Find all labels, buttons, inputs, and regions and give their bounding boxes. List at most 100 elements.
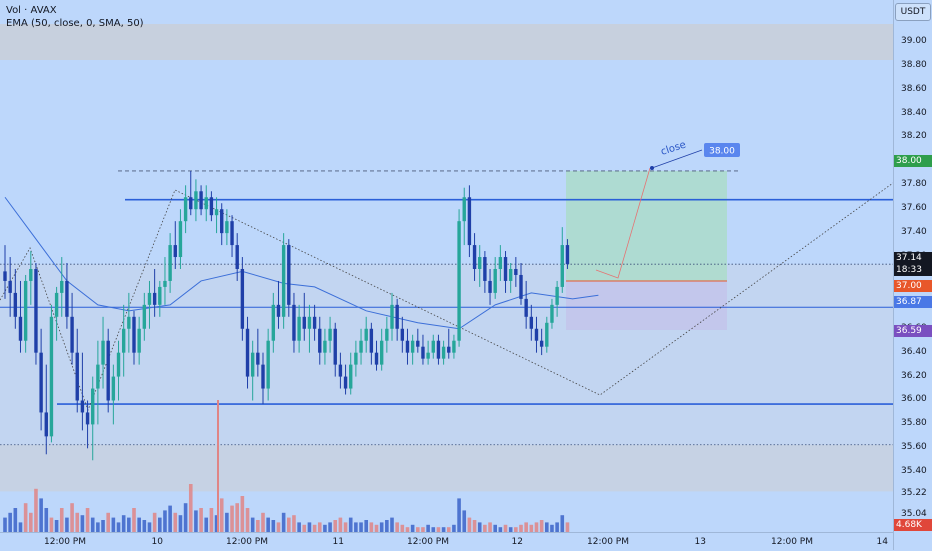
candle-body: [281, 245, 286, 317]
price-tick: 35.40: [901, 466, 927, 477]
volume-bar: [75, 512, 80, 532]
candle-body: [416, 340, 420, 347]
volume-bar: [483, 524, 487, 532]
candle-body: [312, 316, 317, 329]
candle-body: [44, 412, 48, 437]
time-axis[interactable]: 12:00 PM 10 12:00 PM 11 12:00 PM 12 12:00 PM 13…: [0, 532, 893, 551]
volume-bar: [297, 522, 301, 532]
candle-body: [60, 280, 64, 293]
currency-button[interactable]: USDT: [895, 3, 931, 21]
candle-body: [163, 280, 167, 287]
volume-bar: [152, 512, 157, 532]
candle-body: [127, 316, 131, 329]
stop-zone: [566, 280, 727, 330]
volume-bar: [188, 484, 193, 532]
volume-bar: [23, 503, 28, 532]
volume-bar: [348, 517, 353, 532]
legend-symbol[interactable]: Vol · AVAX: [6, 5, 57, 16]
price-chart[interactable]: close 38.00: [0, 0, 893, 532]
volume-bar: [266, 517, 270, 532]
volume-bar: [524, 522, 528, 532]
volume-bar: [519, 524, 523, 532]
volume-bar: [70, 503, 74, 532]
volume-bar: [477, 522, 482, 532]
volume-bar: [65, 517, 69, 532]
annotation-value: 38.00: [709, 147, 735, 157]
candle-body: [204, 197, 208, 210]
candle-body: [519, 274, 523, 299]
price-tick: 36.40: [901, 346, 927, 357]
volume-bar: [3, 517, 7, 532]
volume-bar: [369, 522, 374, 532]
candle-body: [302, 316, 306, 329]
candle-body: [436, 340, 441, 359]
candle-body: [550, 304, 554, 323]
price-tick: 35.04: [901, 509, 927, 520]
candle-body: [49, 316, 54, 437]
candle-body: [565, 245, 570, 265]
candle-body: [364, 328, 368, 341]
volume-bar: [503, 524, 508, 532]
volume-bar: [410, 524, 415, 532]
volume-bar: [240, 496, 245, 532]
candle-body: [235, 245, 239, 269]
projection-path: [0, 182, 893, 412]
volume-bar: [106, 512, 110, 532]
price-tick: 37.80: [901, 179, 927, 190]
volume-bar: [333, 520, 338, 532]
price-badge-entry: 37.00: [894, 279, 932, 292]
volume-bar: [142, 520, 147, 532]
candle-body: [524, 298, 528, 317]
candle-body: [209, 197, 214, 216]
price-tick: 35.22: [901, 487, 927, 498]
candle-body: [152, 292, 157, 305]
candle-body: [85, 412, 90, 425]
candle-body: [307, 316, 312, 329]
time-tick: 12:00 PM: [587, 537, 629, 547]
candle-body: [395, 304, 399, 329]
annotation-leader: [651, 149, 703, 169]
volume-bar: [250, 517, 255, 532]
volume-bar: [555, 522, 559, 532]
top-band: [0, 24, 893, 60]
candle-body: [256, 352, 260, 365]
volume-bar: [183, 503, 188, 532]
candle-body: [483, 257, 487, 281]
candle-body: [194, 191, 198, 210]
volume-bar: [302, 524, 307, 532]
candle-body: [405, 340, 410, 353]
volume-bar: [199, 508, 203, 532]
candle-body: [323, 340, 327, 353]
candle-body: [534, 328, 539, 341]
candle-body: [230, 221, 234, 246]
candle-body: [374, 352, 379, 365]
price-badge-ema: 36.87: [894, 296, 932, 309]
target-path: [595, 167, 651, 279]
volume-bar: [29, 512, 33, 532]
volume-bar: [452, 524, 456, 532]
candle-body: [292, 304, 296, 341]
candle-body: [318, 328, 322, 353]
volume-bar: [462, 510, 467, 532]
candle-body: [116, 352, 121, 377]
legend-ema[interactable]: EMA (50, close, 0, SMA, 50): [6, 18, 144, 29]
volume-bar: [441, 527, 446, 532]
volume-bar: [204, 517, 209, 532]
candle-body: [390, 304, 394, 329]
candle-body: [400, 328, 405, 341]
volume-bar: [178, 515, 183, 532]
candle-body: [514, 268, 518, 275]
price-tick: 38.80: [901, 59, 927, 70]
price-tick: 38.40: [901, 107, 927, 118]
legend: Vol · AVAX EMA (50, close, 0, SMA, 50): [6, 4, 144, 30]
volume-bar: [54, 520, 59, 532]
volume-bar: [132, 508, 136, 532]
candle-body: [96, 364, 100, 389]
candle-body: [225, 221, 229, 234]
candle-body: [65, 280, 69, 317]
candle-body: [34, 268, 38, 353]
volume-bar: [338, 517, 343, 532]
annotation-badge: [704, 143, 740, 157]
volume-bar: [90, 517, 95, 532]
candle-body: [178, 221, 183, 258]
